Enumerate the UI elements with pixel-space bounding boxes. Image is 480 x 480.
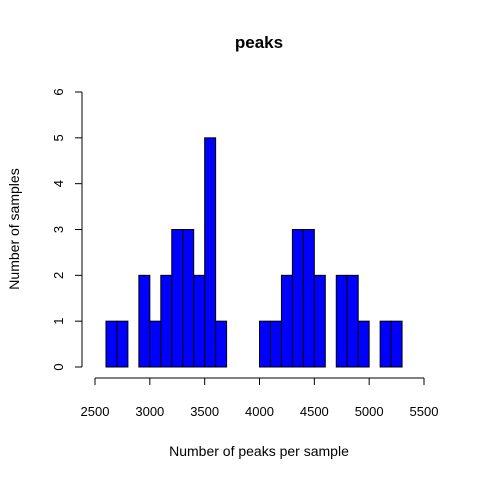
histogram-bar	[215, 320, 228, 368]
y-tick-label: 6	[51, 88, 66, 95]
chart-title: peaks	[235, 33, 283, 52]
x-tick-label: 4500	[300, 404, 329, 419]
histogram-bar	[105, 320, 118, 368]
histogram-bar	[171, 229, 184, 368]
y-axis: 0 1 2 3 4 5 6	[51, 88, 83, 371]
histogram-bar	[390, 320, 403, 368]
y-tick-label: 4	[51, 180, 66, 187]
y-tick-label: 5	[51, 134, 66, 141]
y-tick-label: 0	[51, 363, 66, 370]
histogram-bar	[291, 229, 304, 368]
x-tick-label: 3000	[135, 404, 164, 419]
x-axis-label: Number of peaks per sample	[169, 443, 349, 459]
histogram-bar	[346, 274, 359, 368]
x-tick-label: 3500	[190, 404, 219, 419]
histogram-bar	[204, 137, 217, 368]
y-tick-label: 2	[51, 272, 66, 279]
histogram-bar	[280, 274, 293, 368]
x-axis: 2500 3000 3500 4000 4500 5000 5500	[81, 377, 439, 419]
histogram-bar	[149, 320, 162, 368]
y-tick-label: 1	[51, 318, 66, 325]
y-tick-label: 3	[51, 226, 66, 233]
histogram-bar	[313, 274, 326, 368]
x-tick-label: 4000	[245, 404, 274, 419]
histogram-bar	[357, 320, 370, 368]
histogram-bar	[379, 320, 392, 368]
histogram-bar	[160, 274, 173, 368]
histogram-bar	[259, 320, 271, 368]
histogram-bar	[116, 320, 129, 368]
x-tick-label: 2500	[81, 404, 110, 419]
histogram-bar	[269, 320, 282, 368]
histogram-bar	[138, 274, 151, 368]
y-axis-label: Number of samples	[6, 168, 22, 289]
histogram-bar	[302, 229, 315, 368]
histogram-bar	[335, 274, 348, 368]
x-tick-label: 5000	[355, 404, 384, 419]
histogram-bar	[182, 229, 195, 368]
bars-group	[105, 137, 403, 368]
x-tick-label: 5500	[410, 404, 439, 419]
histogram-bar	[193, 274, 206, 368]
